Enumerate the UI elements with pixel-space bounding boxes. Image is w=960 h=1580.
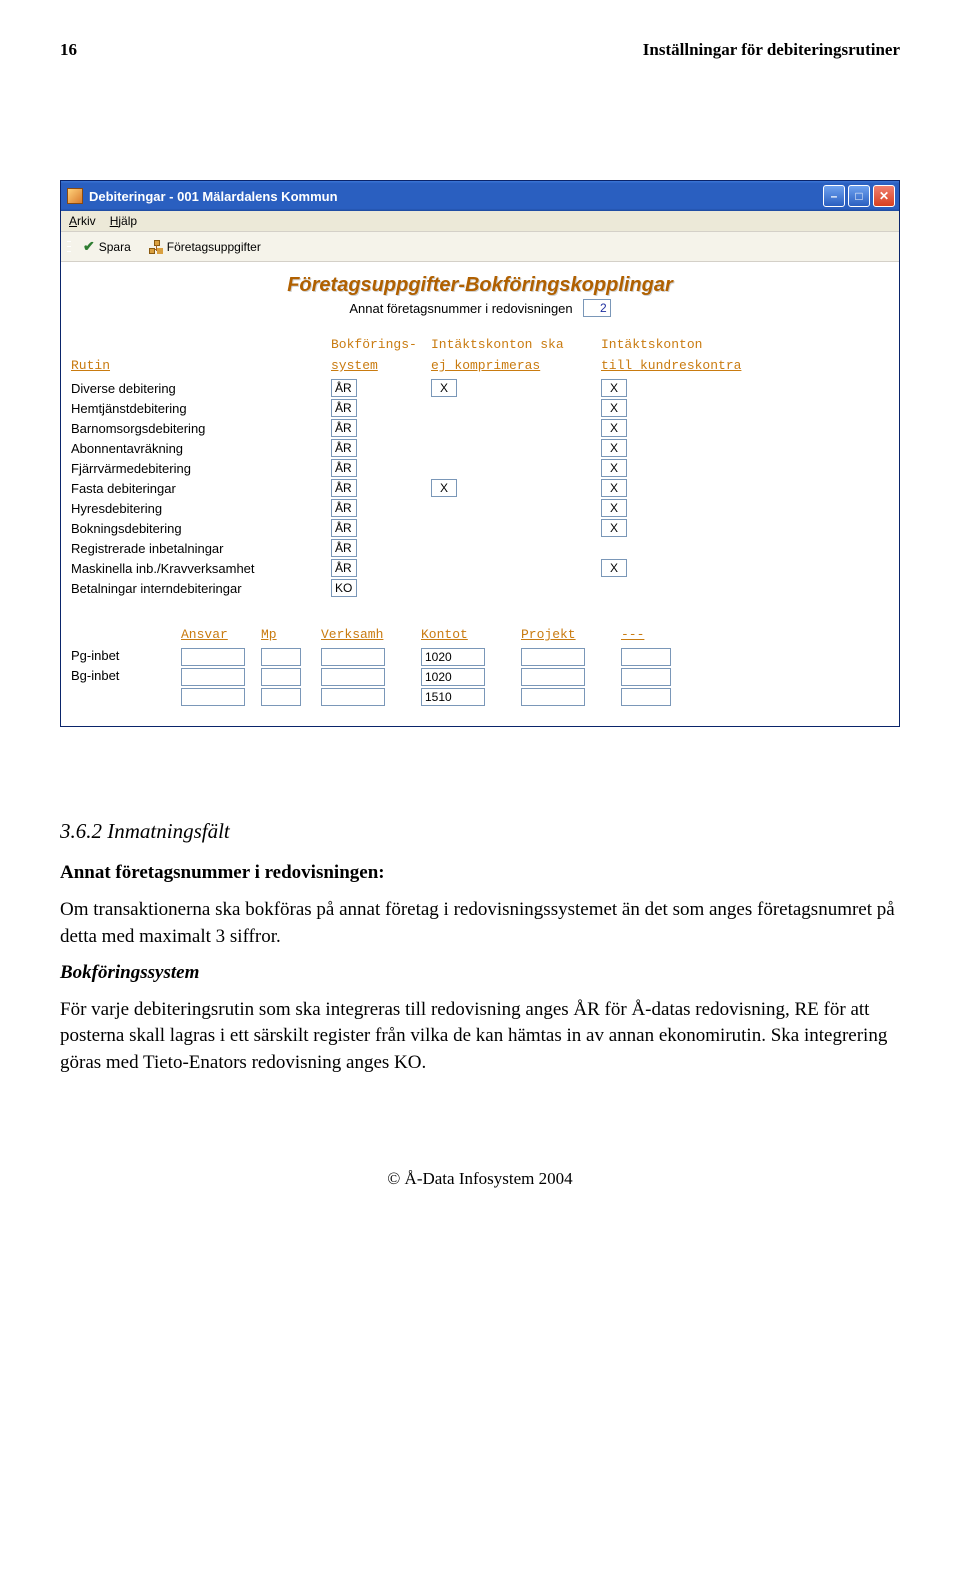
page-footer: © Å-Data Infosystem 2004: [60, 1167, 900, 1191]
sys-input[interactable]: [331, 439, 357, 457]
col-ej-label2: ej komprimeras: [431, 358, 601, 377]
col-system: system: [331, 358, 431, 377]
rutin-label: Abonnentavräkning: [71, 441, 331, 456]
rutin-label: Registrerade inbetalningar: [71, 541, 331, 556]
foretagsuppgifter-label: Företagsuppgifter: [167, 240, 261, 254]
col-projekt: Projekt: [521, 627, 621, 646]
menu-hjalp[interactable]: Hjälp: [110, 214, 137, 228]
rutin-label: Fjärrvärmedebitering: [71, 461, 331, 476]
para-heading-2: Bokföringssystem: [60, 960, 900, 987]
sys-input[interactable]: [331, 579, 357, 597]
mp-input[interactable]: [261, 648, 301, 666]
rutin-label: Betalningar interndebiteringar: [71, 581, 331, 596]
check-icon: ✔: [83, 238, 95, 255]
till-input[interactable]: [601, 379, 627, 397]
kontot-input[interactable]: [421, 668, 485, 686]
ej-input[interactable]: [431, 379, 457, 397]
panel-title: Företagsuppgifter-Bokföringskopplingar: [71, 274, 889, 297]
rutin-label: Maskinella inb./Kravverksamhet: [71, 561, 331, 576]
col-ej-label1: Intäktskonton ska: [431, 337, 601, 356]
col-kontot: Kontot: [421, 627, 521, 646]
spara-label: Spara: [99, 240, 131, 254]
col-till-label1: Intäktskonton: [601, 337, 771, 356]
verksamh-input[interactable]: [321, 688, 385, 706]
close-button[interactable]: ✕: [873, 185, 895, 207]
page-header-title: Inställningar för debiteringsrutiner: [643, 40, 900, 60]
para-heading-1: Annat företagsnummer i redovisningen:: [60, 860, 900, 887]
sys-input[interactable]: [331, 519, 357, 537]
menu-arkiv[interactable]: Arkiv: [69, 214, 96, 228]
till-input[interactable]: [601, 459, 627, 477]
foretagsuppgifter-button[interactable]: Företagsuppgifter: [143, 238, 267, 256]
maximize-button[interactable]: □: [848, 185, 870, 207]
app-icon: [67, 188, 83, 204]
rutin-label: Fasta debiteringar: [71, 481, 331, 496]
col-verksamh: Verksamh: [321, 627, 421, 646]
body-text: 3.6.2 Inmatningsfält Annat företagsnumme…: [0, 757, 960, 1190]
sys-input[interactable]: [331, 479, 357, 497]
rutin-label: Hemtjänstdebitering: [71, 401, 331, 416]
till-input[interactable]: [601, 399, 627, 417]
col-bokforings: Bokförings-: [331, 337, 431, 356]
table-inbet: Ansvar Mp Verksamh Kontot Projekt --- Pg…: [71, 627, 889, 706]
app-window: Debiteringar - 001 Mälardalens Kommun – …: [60, 180, 900, 727]
till-input[interactable]: [601, 499, 627, 517]
ansvar-input[interactable]: [181, 668, 245, 686]
till-input[interactable]: [601, 559, 627, 577]
minimize-button[interactable]: –: [823, 185, 845, 207]
para-1: Om transaktionerna ska bokföras på annat…: [60, 897, 900, 950]
mp-input[interactable]: [261, 688, 301, 706]
rutin-label: Bokningsdebitering: [71, 521, 331, 536]
sys-input[interactable]: [331, 379, 357, 397]
verksamh-input[interactable]: [321, 648, 385, 666]
extra-input[interactable]: [621, 648, 671, 666]
sys-input[interactable]: [331, 459, 357, 477]
ansvar-input[interactable]: [181, 648, 245, 666]
sys-input[interactable]: [331, 559, 357, 577]
projekt-input[interactable]: [521, 688, 585, 706]
toolbar-handle: [67, 237, 71, 257]
titlebar: Debiteringar - 001 Mälardalens Kommun – …: [61, 181, 899, 211]
sys-input[interactable]: [331, 539, 357, 557]
para-2: För varje debiteringsrutin som ska integ…: [60, 997, 900, 1077]
col-till-label2: till kundreskontra: [601, 358, 771, 377]
sys-input[interactable]: [331, 419, 357, 437]
extra-input[interactable]: [621, 668, 671, 686]
till-input[interactable]: [601, 519, 627, 537]
subtitle-text: Annat företagsnummer i redovisningen: [349, 301, 572, 316]
till-input[interactable]: [601, 479, 627, 497]
table-rutin: Bokförings- Intäktskonton ska Intäktskon…: [71, 337, 889, 597]
col-ansvar: Ansvar: [181, 627, 261, 646]
col-rutin: Rutin: [71, 358, 331, 377]
rutin-label: Hyresdebitering: [71, 501, 331, 516]
rutin-label: Diverse debitering: [71, 381, 331, 396]
sys-input[interactable]: [331, 399, 357, 417]
toolbar: ✔ Spara Företagsuppgifter: [61, 232, 899, 262]
foretagsnummer-input[interactable]: [583, 299, 611, 317]
verksamh-input[interactable]: [321, 668, 385, 686]
window-title: Debiteringar - 001 Mälardalens Kommun: [89, 189, 823, 204]
till-input[interactable]: [601, 439, 627, 457]
projekt-input[interactable]: [521, 648, 585, 666]
col-mp: Mp: [261, 627, 321, 646]
tree-icon: [149, 240, 163, 254]
kontot-input[interactable]: [421, 688, 485, 706]
mp-input[interactable]: [261, 668, 301, 686]
section-heading: 3.6.2 Inmatningsfält: [60, 817, 900, 846]
window-content: Företagsuppgifter-Bokföringskopplingar A…: [61, 262, 899, 726]
sys-input[interactable]: [331, 499, 357, 517]
spara-button[interactable]: ✔ Spara: [77, 236, 137, 257]
menubar: Arkiv Hjälp: [61, 211, 899, 232]
pg-label: Pg-inbet: [71, 648, 181, 666]
rutin-label: Barnomsorgsdebitering: [71, 421, 331, 436]
ej-input[interactable]: [431, 479, 457, 497]
extra-input[interactable]: [621, 688, 671, 706]
bg-label: Bg-inbet: [71, 668, 181, 686]
col-extra: ---: [621, 627, 701, 646]
page-number: 16: [60, 40, 77, 60]
ansvar-input[interactable]: [181, 688, 245, 706]
till-input[interactable]: [601, 419, 627, 437]
projekt-input[interactable]: [521, 668, 585, 686]
kontot-input[interactable]: [421, 648, 485, 666]
